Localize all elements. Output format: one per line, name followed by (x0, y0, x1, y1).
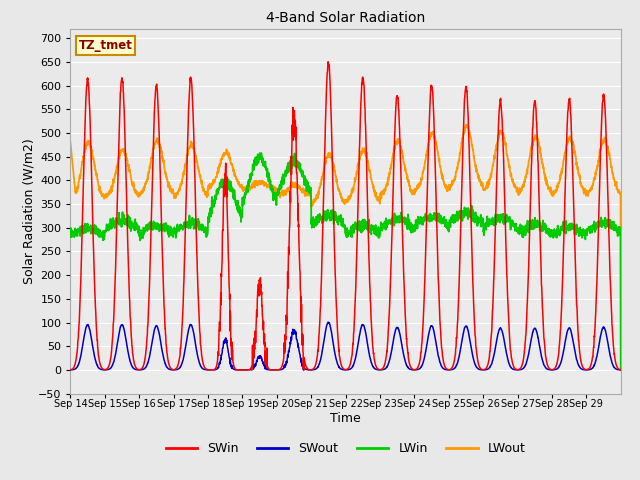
LWin (617, 367, 625, 373)
SWin (300, 367, 308, 373)
SWout (67, 367, 74, 373)
LWin (609, 226, 617, 231)
SWin (324, 59, 332, 65)
LWin (511, 221, 519, 227)
SWin (512, 366, 520, 372)
SWin (67, 367, 74, 372)
LWout (122, 152, 129, 157)
Line: LWin: LWin (70, 153, 621, 370)
LWout (379, 188, 387, 194)
LWin (122, 221, 129, 227)
SWout (379, 367, 387, 372)
X-axis label: Time: Time (330, 412, 361, 425)
LWout (609, 173, 617, 179)
SWin (379, 365, 387, 371)
Line: SWin: SWin (70, 62, 621, 370)
Line: SWout: SWout (70, 322, 621, 370)
LWin (240, 201, 248, 207)
Line: LWout: LWout (70, 125, 621, 370)
LWout (511, 183, 519, 189)
LWout (67, 140, 74, 145)
Text: TZ_tmet: TZ_tmet (79, 39, 132, 52)
SWin (122, 149, 129, 155)
LWin (379, 223, 387, 229)
SWout (543, 366, 550, 372)
LWin (257, 150, 265, 156)
SWout (324, 319, 332, 325)
SWout (240, 367, 248, 373)
SWin (240, 367, 248, 373)
LWout (462, 122, 470, 128)
SWout (609, 363, 617, 369)
SWin (609, 343, 617, 349)
Y-axis label: Solar Radiation (W/m2): Solar Radiation (W/m2) (22, 138, 35, 284)
Legend: SWin, SWout, LWin, LWout: SWin, SWout, LWin, LWout (161, 437, 531, 460)
SWout (122, 333, 129, 339)
Title: 4-Band Solar Radiation: 4-Band Solar Radiation (266, 11, 425, 25)
SWout (617, 367, 625, 373)
SWout (300, 367, 308, 373)
LWin (543, 230, 550, 236)
LWin (67, 234, 74, 240)
SWout (512, 367, 520, 372)
LWout (240, 184, 248, 190)
SWin (543, 360, 550, 365)
LWout (543, 181, 550, 187)
SWin (617, 367, 625, 373)
LWout (617, 367, 625, 373)
